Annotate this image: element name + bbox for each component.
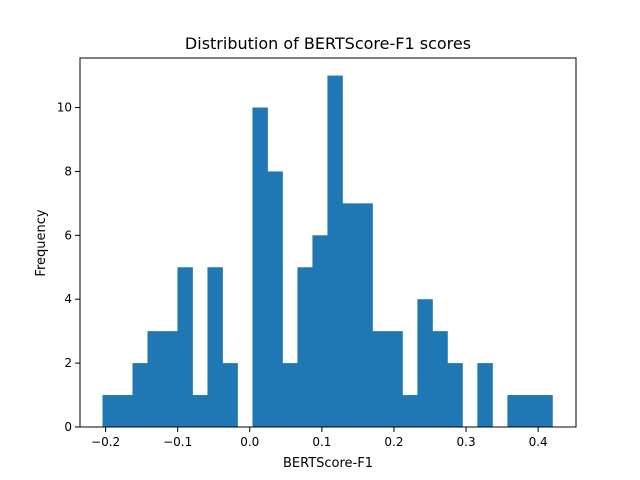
x-tick-label: 0.2 [384, 435, 403, 449]
y-axis-ticks: 0 2 4 6 8 10 [57, 101, 80, 434]
x-tick-label: 0.1 [312, 435, 331, 449]
histogram-bar [312, 235, 328, 427]
y-tick-label: 2 [64, 356, 72, 370]
y-tick-label: 8 [64, 164, 72, 178]
histogram-bar [102, 395, 118, 427]
histogram-bar [267, 171, 283, 427]
x-tick-label: 0.4 [529, 435, 548, 449]
x-tick-label: 0.0 [240, 435, 259, 449]
x-axis-label: BERTScore-F1 [283, 456, 373, 471]
histogram-bar [372, 331, 388, 427]
histogram-bar [447, 363, 463, 427]
histogram-bar [432, 331, 448, 427]
histogram-bar [507, 395, 523, 427]
histogram-bar [207, 267, 223, 427]
histogram-bar [147, 331, 163, 427]
y-tick-label: 6 [64, 228, 72, 242]
histogram-bar [177, 267, 193, 427]
y-tick-label: 0 [64, 420, 72, 434]
histogram-bars [102, 75, 553, 428]
histogram-bar [192, 395, 208, 427]
histogram-bar [537, 395, 553, 427]
x-tick-label: 0.3 [457, 435, 476, 449]
chart-title: Distribution of BERTScore-F1 scores [185, 34, 471, 53]
x-tick-label: −0.2 [91, 435, 120, 449]
histogram-bar [522, 395, 538, 427]
x-axis-ticks: −0.2 −0.1 0.0 0.1 0.2 0.3 0.4 [91, 427, 548, 449]
histogram-bar [357, 203, 373, 427]
histogram-bar [282, 363, 298, 427]
y-tick-label: 4 [64, 292, 72, 306]
histogram-bar [387, 331, 403, 427]
histogram-bar [162, 331, 178, 427]
plot-frame [79, 57, 577, 428]
histogram-bar [222, 363, 238, 427]
histogram-bar [252, 107, 268, 428]
histogram-bar [132, 363, 148, 427]
histogram-bar [342, 203, 358, 427]
y-tick-label: 10 [57, 101, 72, 115]
histogram-bar [402, 395, 418, 427]
histogram-bar [117, 395, 133, 427]
histogram-bar [327, 75, 343, 427]
histogram-bar [417, 299, 433, 427]
histogram-bar [477, 363, 493, 427]
y-axis-label: Frequency [34, 209, 49, 276]
histogram-bar [297, 267, 313, 427]
x-tick-label: −0.1 [163, 435, 192, 449]
